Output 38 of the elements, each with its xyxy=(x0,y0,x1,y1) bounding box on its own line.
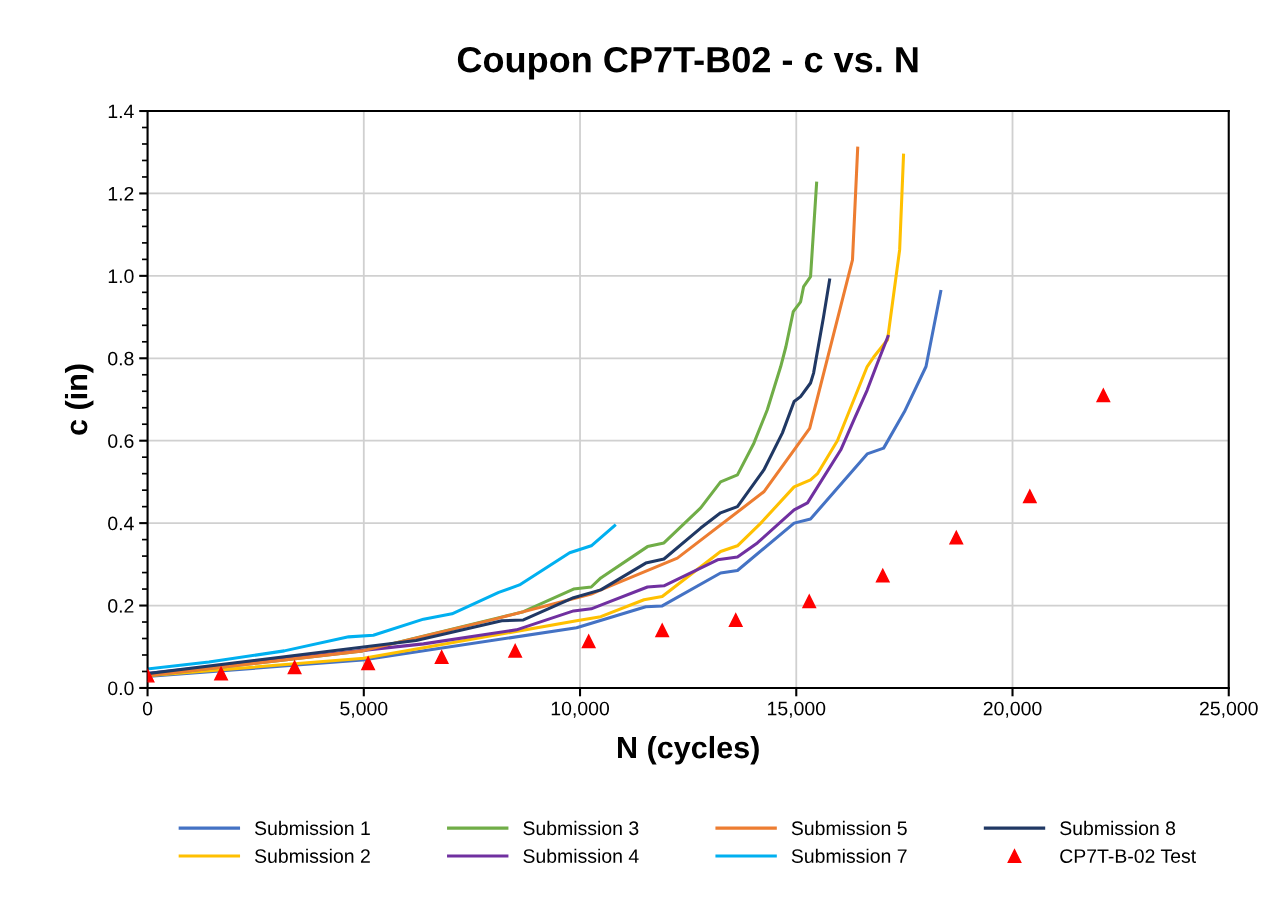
legend-label: Submission 3 xyxy=(523,820,639,836)
point xyxy=(1096,388,1111,403)
point xyxy=(287,660,302,675)
legend-label: Submission 7 xyxy=(791,848,907,863)
y-tick-label: 0.4 xyxy=(108,516,134,531)
y-tick-label: 0.0 xyxy=(108,681,134,696)
point xyxy=(875,568,890,583)
y-axis-title: c (in) xyxy=(64,364,94,435)
point xyxy=(434,650,449,664)
x-tick-label: 5,000 xyxy=(340,701,388,718)
x-tick-label: 25,000 xyxy=(1200,701,1258,718)
legend-label: Submission 5 xyxy=(791,820,907,836)
legend-label: Submission 1 xyxy=(254,820,370,836)
point xyxy=(361,656,376,671)
legend-label: CP7T-B-02 Test xyxy=(1060,849,1196,863)
x-tick-label: 0 xyxy=(142,701,153,716)
y-tick-label: 1.4 xyxy=(108,104,134,119)
y-tick-label: 0.8 xyxy=(108,351,134,366)
y-tick-label: 1.2 xyxy=(108,186,134,201)
y-tick-label: 1.0 xyxy=(108,269,134,284)
point xyxy=(581,634,596,649)
legend-label: Submission 8 xyxy=(1060,820,1176,836)
legend-label: Submission 4 xyxy=(523,848,639,863)
point xyxy=(949,530,964,545)
point xyxy=(728,613,743,627)
point xyxy=(1022,489,1037,504)
x-tick-label: 20,000 xyxy=(983,701,1042,718)
chart-title: Coupon CP7T-B02 - c vs. N xyxy=(457,46,918,80)
x-axis-title: N (cycles) xyxy=(618,735,759,765)
y-tick-label: 0.2 xyxy=(108,599,134,613)
x-tick-label: 15,000 xyxy=(768,701,826,718)
point xyxy=(655,623,670,638)
point xyxy=(802,594,817,609)
point xyxy=(508,643,523,658)
legend-label: Submission 2 xyxy=(254,848,370,863)
y-tick-label: 0.6 xyxy=(108,434,134,448)
point xyxy=(214,666,229,681)
x-tick-label: 10,000 xyxy=(551,701,610,718)
